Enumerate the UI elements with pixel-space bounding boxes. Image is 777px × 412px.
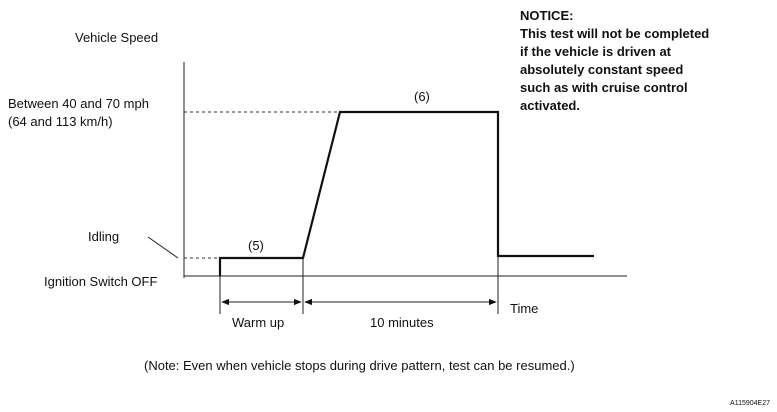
y-axis-title: Vehicle Speed [75,30,158,45]
high-speed-kmh-label: (64 and 113 km/h) [8,114,113,129]
speed-trace [218,110,594,276]
notice-line-1: This test will not be completed [520,26,709,41]
ten-minutes-label: 10 minutes [370,315,434,330]
notice-line-4: such as with cruise control [520,80,688,95]
x-axis-title: Time [510,301,538,316]
notice-line-3: absolutely constant speed [520,62,683,77]
notice-line-5: activated. [520,98,580,113]
notice-line-2: if the vehicle is driven at [520,44,672,59]
figure-code: A115904E27 [730,400,770,407]
notice-block: NOTICE: This test will not be completed … [520,8,709,113]
ignition-off-label: Ignition Switch OFF [44,274,157,289]
step-6-label: (6) [414,89,430,104]
warm-up-label: Warm up [232,315,284,330]
idling-pointer-line [147,236,179,259]
resume-note: (Note: Even when vehicle stops during dr… [144,358,575,373]
high-speed-label: Between 40 and 70 mph [8,96,149,111]
step-5-label: (5) [248,238,264,253]
idling-label: Idling [88,229,119,244]
notice-heading: NOTICE: [520,8,573,23]
